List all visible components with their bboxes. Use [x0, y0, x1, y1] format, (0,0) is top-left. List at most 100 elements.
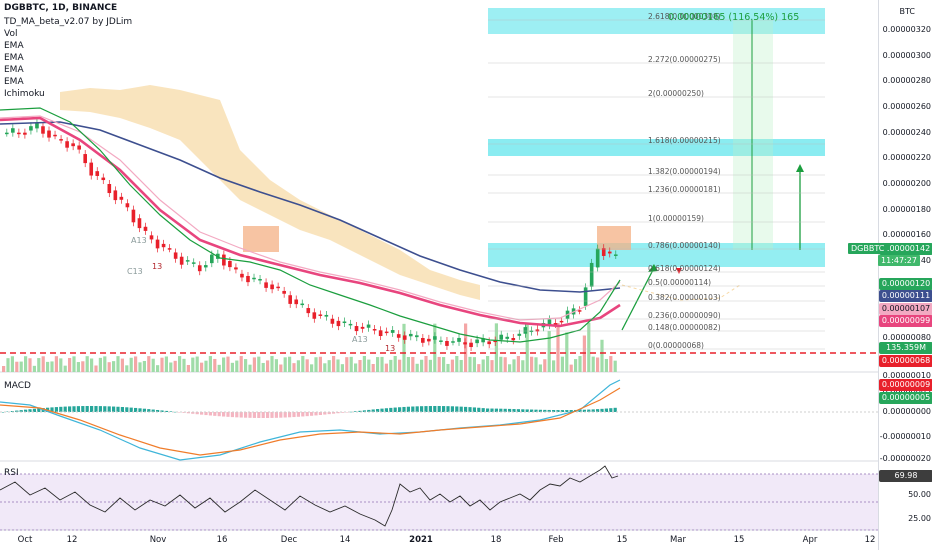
volume-bar — [314, 357, 318, 372]
volume-bar — [609, 356, 613, 372]
volume-bar — [142, 360, 146, 372]
volume-bar — [226, 356, 230, 372]
projection-column — [733, 20, 773, 250]
macd-bar — [455, 406, 459, 412]
measure-label: 0.00000165 (116.54%) 165 — [668, 12, 800, 23]
volume-bar — [450, 359, 454, 372]
macd-bar — [481, 408, 485, 412]
fib-label: 0.5(0.00000114) — [648, 278, 712, 287]
macd-bar — [459, 406, 463, 412]
volume-bar — [37, 358, 41, 372]
macd-bar — [477, 407, 481, 412]
macd-bar — [279, 412, 283, 418]
volume-bar — [59, 358, 63, 372]
symbol-tag: DGBBTC — [848, 243, 888, 254]
volume-bar — [556, 323, 560, 372]
volume-bar — [252, 357, 256, 372]
volume-bar — [296, 360, 300, 372]
macd-bar — [239, 412, 243, 418]
macd-bar — [191, 412, 195, 414]
td-label: A13 — [131, 236, 147, 245]
volume-bar — [112, 361, 116, 372]
volume-bar — [107, 362, 111, 372]
volume-bar — [270, 356, 274, 372]
volume-bar — [266, 360, 270, 372]
volume-bar — [292, 363, 296, 372]
rsi-label: RSI — [4, 468, 19, 478]
macd-bar — [178, 412, 182, 413]
volume-bar — [464, 323, 468, 372]
volume-bar — [591, 356, 595, 372]
macd-bar — [578, 409, 582, 412]
indicator-label: EMA — [4, 53, 24, 63]
macd-bar — [380, 408, 384, 412]
rsi-tick: 25.00 — [908, 514, 931, 523]
volume-bar — [547, 331, 551, 372]
volume-bar — [138, 362, 142, 372]
fib-label: 0.236(0.00000090) — [648, 311, 721, 320]
volume-bar — [156, 365, 160, 372]
macd-bar — [525, 409, 529, 412]
volume-bar — [125, 365, 129, 372]
macd-bar — [2, 412, 6, 413]
volume-bar — [367, 359, 371, 372]
volume-bar — [442, 357, 446, 372]
time-tick: Mar — [669, 535, 687, 545]
macd-bar — [552, 410, 556, 412]
fib-label: 1.382(0.00000194) — [648, 167, 721, 176]
indicator-label: Ichimoku — [4, 89, 45, 99]
volume-bar — [200, 362, 204, 372]
macd-tick: -0.00000010 — [879, 432, 931, 441]
volume-tag: 135.359M — [879, 342, 932, 354]
volume-bar — [525, 323, 529, 372]
macd-bar — [508, 408, 512, 412]
volume-bar — [512, 359, 516, 372]
macd-bar — [204, 412, 208, 416]
volume-bar — [560, 356, 564, 372]
price-tick: 0.00000160 — [882, 230, 931, 240]
support-tag: 0.00000068 — [879, 355, 932, 367]
macd-bar — [437, 406, 441, 412]
candles — [5, 118, 618, 352]
macd-bar — [142, 408, 146, 412]
volume-bar — [437, 356, 441, 372]
volume-bar — [32, 365, 36, 372]
volume-bar — [574, 359, 578, 372]
volume-bar — [494, 323, 498, 372]
macd-bar — [270, 412, 274, 418]
volume-bar — [468, 356, 472, 372]
price-tick: 0.00000280 — [882, 76, 931, 86]
macd-bar — [569, 410, 573, 412]
volume-bar — [499, 356, 503, 372]
fib-label: 0.786(0.00000140) — [648, 241, 721, 250]
volume-bar — [19, 361, 23, 372]
volume-bar — [354, 363, 358, 372]
chart-title: DGBBTC, 1D, BINANCE — [4, 3, 118, 13]
macd-bar — [358, 410, 362, 412]
indicator-label: Vol — [4, 29, 18, 39]
volume-bar — [534, 357, 538, 372]
volume-bar — [336, 359, 340, 372]
volume-bar — [85, 356, 89, 372]
volume-bar — [68, 357, 72, 372]
macd-bar — [591, 409, 595, 412]
volume-bar — [362, 356, 366, 372]
volume-bar — [428, 359, 432, 372]
volume-bar — [191, 357, 195, 372]
price-axis[interactable]: BTC 0.00000320 0.00000300 0.00000280 0.0000… — [878, 0, 932, 550]
macd-bar — [125, 407, 129, 412]
macd-bar — [310, 412, 314, 416]
volume-bar — [244, 359, 248, 372]
fib-label: 1(0.00000159) — [648, 214, 704, 223]
macd-bar — [538, 409, 542, 412]
macd-bar — [411, 406, 415, 412]
macd-bar — [499, 408, 503, 412]
macd-bar — [274, 412, 278, 418]
macd-tick: 0.00000000 — [882, 407, 931, 416]
volume-bar — [349, 356, 353, 372]
volume-bar — [15, 361, 19, 372]
volume-bar — [565, 332, 569, 372]
macd-bar — [301, 412, 305, 417]
macd-bar — [15, 410, 19, 412]
